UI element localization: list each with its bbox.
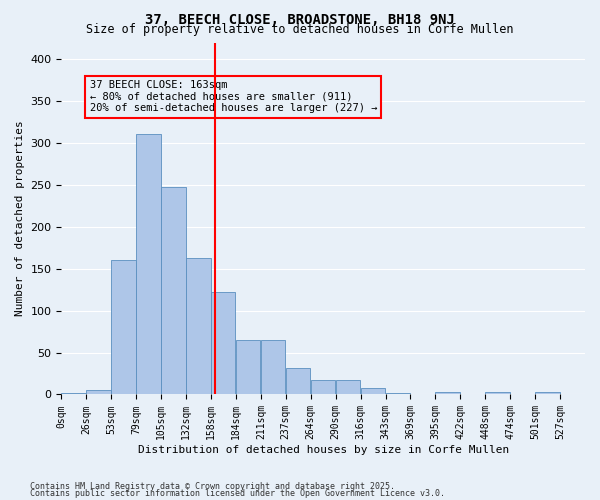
Bar — [111, 260, 136, 394]
Bar — [386, 393, 410, 394]
X-axis label: Distribution of detached houses by size in Corfe Mullen: Distribution of detached houses by size … — [137, 445, 509, 455]
Bar — [186, 258, 211, 394]
Bar — [211, 292, 235, 394]
Bar — [335, 380, 360, 394]
Text: 37, BEECH CLOSE, BROADSTONE, BH18 9NJ: 37, BEECH CLOSE, BROADSTONE, BH18 9NJ — [145, 12, 455, 26]
Bar — [61, 393, 86, 394]
Bar — [286, 368, 310, 394]
Y-axis label: Number of detached properties: Number of detached properties — [15, 120, 25, 316]
Bar — [86, 390, 111, 394]
Bar — [236, 340, 260, 394]
Bar — [436, 392, 460, 394]
Text: Size of property relative to detached houses in Corfe Mullen: Size of property relative to detached ho… — [86, 22, 514, 36]
Text: 37 BEECH CLOSE: 163sqm
← 80% of detached houses are smaller (911)
20% of semi-de: 37 BEECH CLOSE: 163sqm ← 80% of detached… — [89, 80, 377, 114]
Bar — [161, 186, 185, 394]
Bar — [485, 392, 510, 394]
Bar — [261, 340, 286, 394]
Text: Contains public sector information licensed under the Open Government Licence v3: Contains public sector information licen… — [30, 488, 445, 498]
Bar — [535, 392, 560, 394]
Bar — [311, 380, 335, 394]
Bar — [361, 388, 385, 394]
Text: Contains HM Land Registry data © Crown copyright and database right 2025.: Contains HM Land Registry data © Crown c… — [30, 482, 395, 491]
Bar — [136, 134, 161, 394]
